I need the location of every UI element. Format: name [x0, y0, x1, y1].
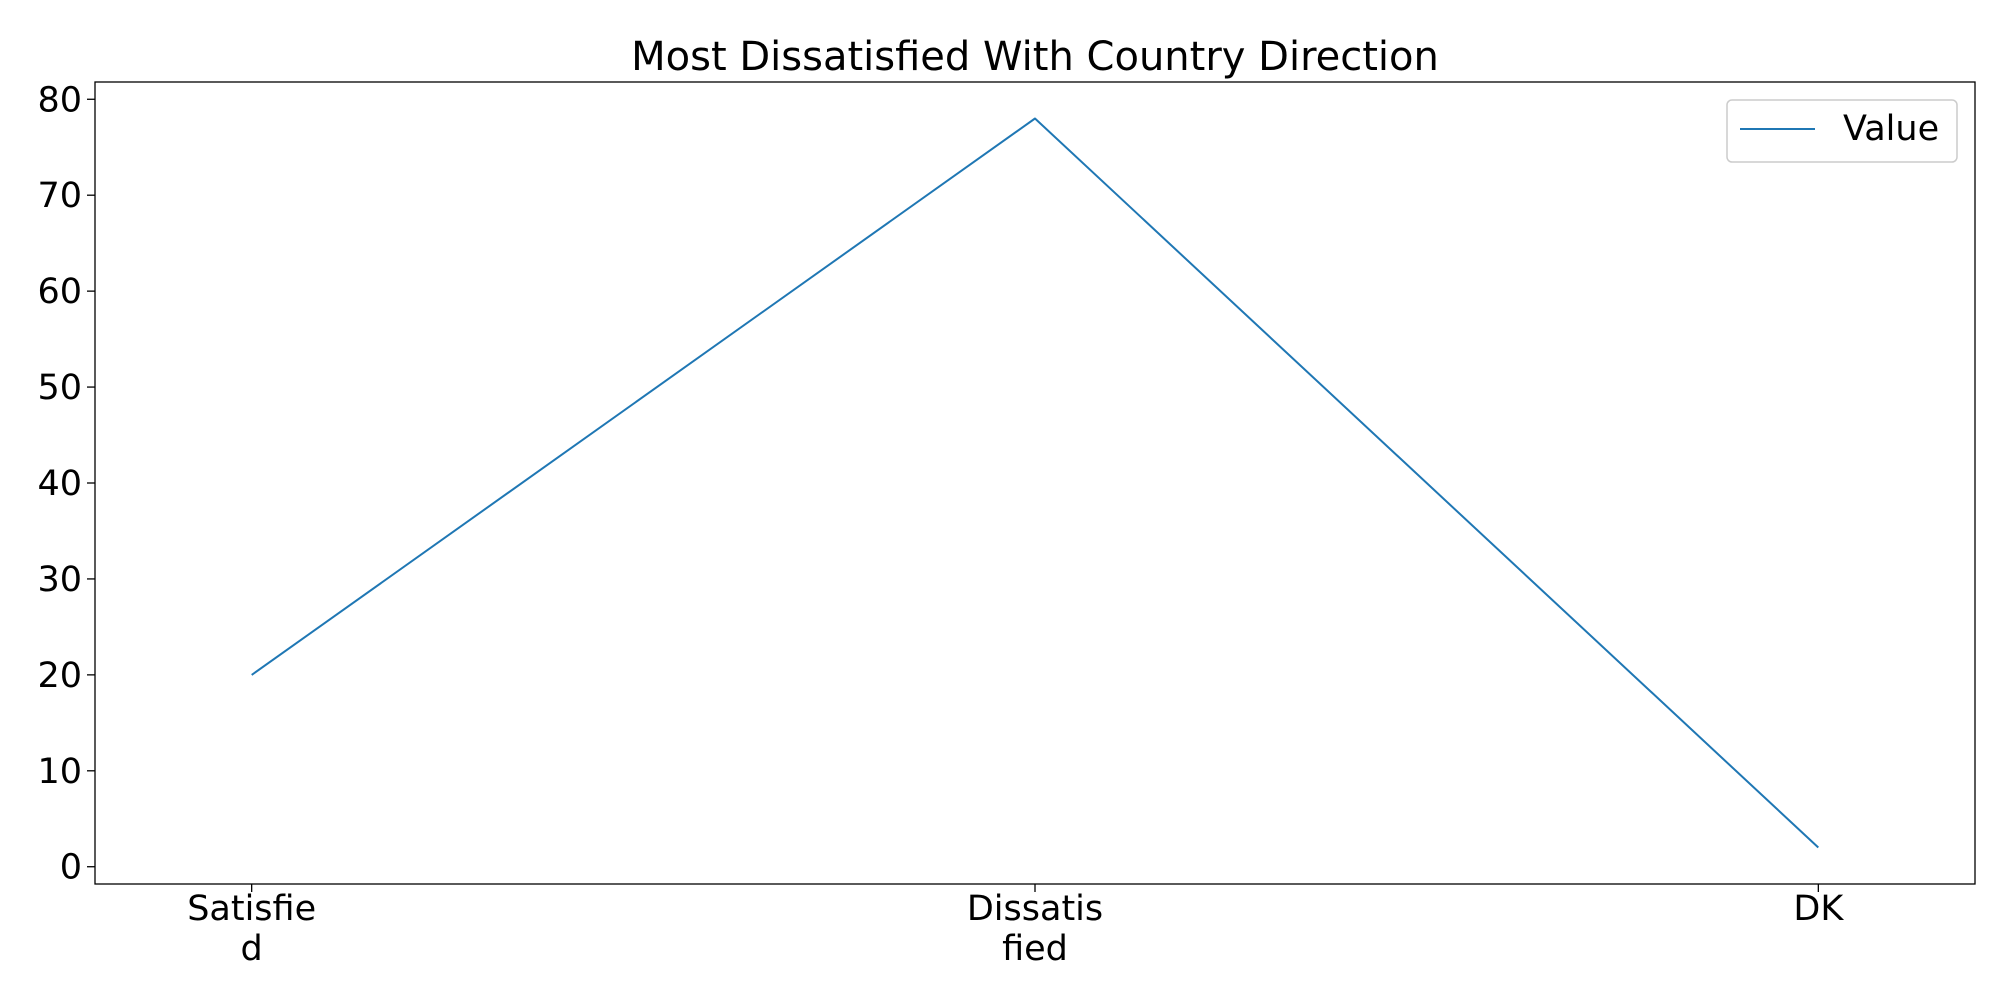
x-tick-label: DK — [1793, 889, 1844, 929]
y-tick-label: 30 — [37, 560, 82, 600]
y-tick-label: 20 — [37, 656, 82, 696]
legend-label: Value — [1843, 109, 1939, 149]
legend-box — [1726, 99, 1958, 163]
y-tick-label: 50 — [37, 368, 82, 408]
series-line-value — [251, 117, 1819, 849]
x-axis-ticks: Satisfie d Dissatis fied DK — [187, 884, 1844, 969]
y-tick-label: 70 — [37, 176, 82, 216]
y-tick-label: 60 — [37, 272, 82, 312]
x-tick-label: Satisfie d — [187, 889, 316, 969]
y-tick-label: 10 — [37, 752, 82, 792]
plot-frame — [94, 81, 1976, 885]
x-tick-label: Dissatis fied — [967, 889, 1103, 969]
y-axis-ticks: 0 10 20 30 40 50 60 70 80 — [37, 80, 95, 888]
legend: Value — [1726, 99, 1958, 163]
series-lines — [251, 117, 1819, 849]
y-tick-label: 40 — [37, 464, 82, 504]
y-tick-label: 0 — [60, 848, 82, 888]
y-tick-label: 80 — [37, 80, 82, 120]
chart-title: Most Dissatisfied With Country Direction — [631, 34, 1439, 80]
